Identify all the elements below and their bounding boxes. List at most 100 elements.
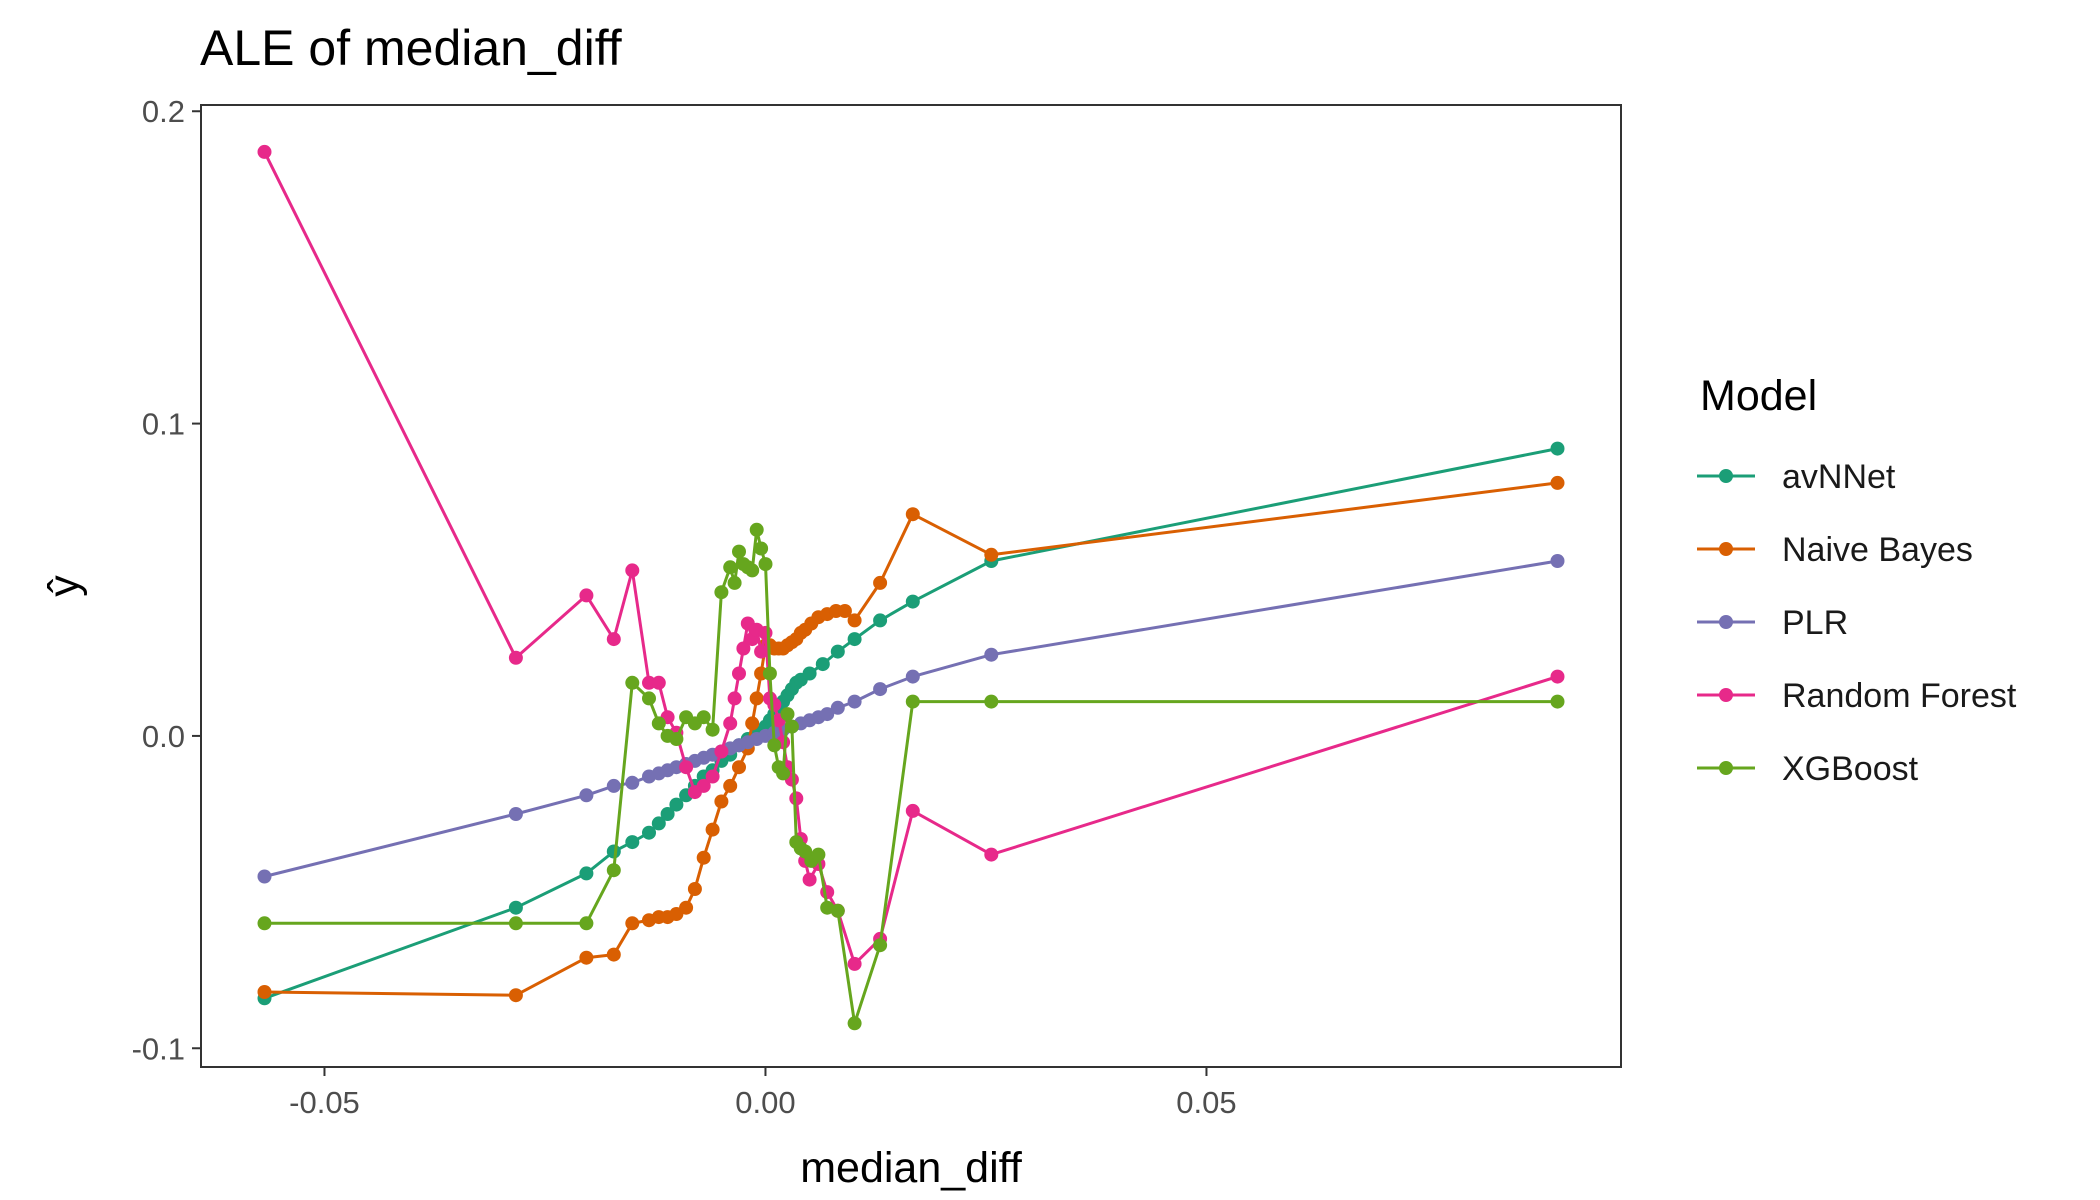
legend-label: Random Forest	[1782, 677, 2017, 715]
legend-key-point	[1719, 615, 1733, 629]
data-point-random-forest	[679, 760, 694, 775]
data-point-naive-bayes	[257, 985, 272, 999]
data-point-random-forest	[651, 675, 666, 690]
data-point-xgboost	[257, 916, 272, 931]
data-point-random-forest	[754, 644, 769, 659]
data-point-random-forest	[984, 847, 999, 862]
series-naive-bayes	[257, 475, 1565, 1003]
data-point-naive-bayes	[687, 882, 702, 896]
data-point-naive-bayes	[873, 575, 888, 590]
x-tick-label: -0.05	[289, 1085, 360, 1120]
series-layer	[257, 144, 1565, 1031]
data-point-xgboost	[984, 694, 999, 709]
data-point-xgboost	[732, 544, 746, 559]
data-point-xgboost	[754, 541, 769, 556]
y-tick-label: 0.2	[142, 94, 185, 129]
data-point-avnnet	[625, 835, 640, 850]
data-point-xgboost	[705, 722, 720, 737]
data-point-xgboost	[579, 916, 594, 931]
data-point-xgboost	[767, 738, 782, 753]
data-point-xgboost	[606, 863, 621, 878]
data-point-random-forest	[758, 625, 773, 640]
data-point-random-forest	[727, 691, 742, 706]
legend: Model avNNet Naive Bayes PLR Random Forest X…	[1697, 372, 2017, 788]
y-tick-label: 0.0	[142, 719, 185, 754]
data-point-random-forest	[705, 769, 720, 784]
data-point-avnnet	[669, 797, 684, 812]
data-point-naive-bayes	[579, 950, 594, 965]
legend-key-point	[1719, 542, 1733, 556]
data-point-naive-bayes	[723, 778, 738, 793]
data-point-naive-bayes	[905, 507, 920, 522]
x-tick-label: 0.00	[735, 1085, 795, 1120]
data-point-xgboost	[776, 766, 791, 781]
data-point-plr	[820, 707, 835, 722]
data-point-random-forest	[723, 716, 738, 731]
data-point-avnnet	[1550, 441, 1565, 456]
data-point-naive-bayes	[749, 691, 764, 706]
legend-title: Model	[1700, 372, 1817, 420]
data-point-plr	[625, 775, 640, 790]
legend-label: PLR	[1782, 604, 1848, 642]
data-point-naive-bayes	[837, 604, 852, 618]
data-point-xgboost	[811, 847, 826, 862]
data-point-xgboost	[784, 719, 799, 734]
plot-panel	[201, 105, 1621, 1067]
data-point-naive-bayes	[625, 916, 640, 931]
series-xgboost	[257, 522, 1565, 1031]
data-point-plr	[606, 778, 621, 793]
data-point-plr	[257, 869, 272, 884]
data-point-naive-bayes	[696, 850, 711, 865]
legend-label: Naive Bayes	[1782, 531, 1973, 569]
y-axis: -0.1 0.0 0.1 0.2	[132, 94, 201, 1066]
data-point-xgboost	[905, 694, 920, 709]
y-axis-title: ŷ	[40, 575, 88, 597]
data-point-naive-bayes	[679, 900, 694, 915]
data-point-avnnet	[847, 632, 862, 647]
legend-key-point	[1719, 688, 1733, 702]
legend-item-xgboost: XGBoost	[1697, 750, 1919, 788]
data-point-xgboost	[758, 557, 773, 572]
data-point-random-forest	[606, 632, 621, 647]
data-point-avnnet	[508, 900, 523, 915]
data-point-random-forest	[905, 803, 920, 818]
data-point-xgboost	[723, 560, 738, 575]
data-point-random-forest	[696, 778, 711, 793]
data-point-xgboost	[847, 1016, 862, 1031]
data-point-xgboost	[745, 563, 760, 578]
data-point-xgboost	[625, 675, 640, 690]
data-point-xgboost	[780, 707, 795, 722]
legend-key-point	[1719, 469, 1733, 483]
data-point-naive-bayes	[606, 947, 621, 962]
data-point-random-forest	[767, 697, 782, 712]
data-point-xgboost	[714, 585, 729, 600]
y-tick-label: -0.1	[132, 1031, 185, 1066]
series-plr	[257, 554, 1565, 884]
data-point-naive-bayes	[1550, 475, 1565, 490]
data-point-random-forest	[847, 956, 862, 971]
data-point-xgboost	[696, 710, 711, 725]
data-point-plr	[579, 788, 594, 803]
legend-label: XGBoost	[1782, 750, 1919, 788]
data-point-avnnet	[802, 666, 817, 681]
x-axis: -0.05 0.00 0.05	[289, 1067, 1237, 1120]
data-point-xgboost	[651, 716, 666, 731]
x-tick-label: 0.05	[1176, 1085, 1236, 1120]
data-point-avnnet	[651, 816, 666, 831]
data-point-xgboost	[508, 916, 523, 931]
chart-title: ALE of median_diff	[200, 20, 622, 76]
legend-item-plr: PLR	[1697, 604, 1848, 642]
data-point-naive-bayes	[732, 760, 746, 775]
data-point-avnnet	[642, 825, 656, 840]
data-point-xgboost	[1550, 694, 1565, 709]
data-point-plr	[1550, 554, 1565, 568]
data-point-random-forest	[714, 744, 729, 759]
x-axis-title: median_diff	[800, 1144, 1023, 1192]
data-point-plr	[984, 647, 999, 662]
data-point-xgboost	[642, 691, 656, 706]
data-point-random-forest	[257, 144, 272, 159]
plot-panel-border	[200, 104, 1622, 1068]
data-point-plr	[905, 669, 920, 684]
data-point-avnnet	[579, 866, 594, 881]
